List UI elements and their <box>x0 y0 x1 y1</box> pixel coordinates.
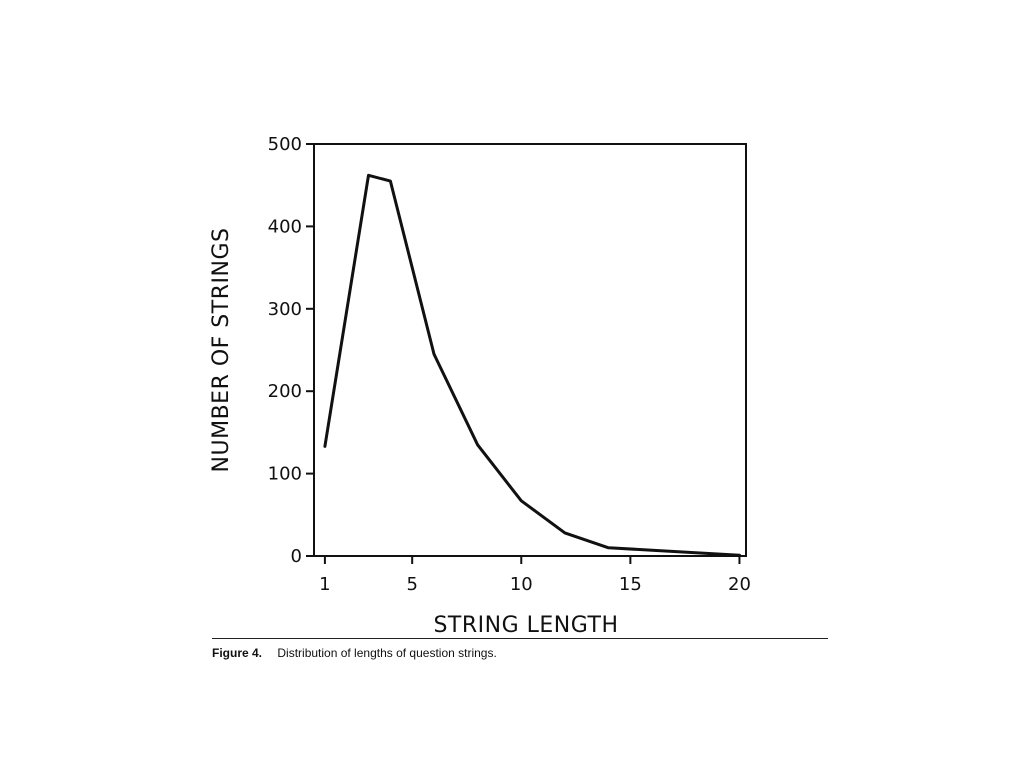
y-tick-label: 500 <box>268 134 302 155</box>
figure-caption-text: Distribution of lengths of question stri… <box>277 646 496 660</box>
series-line <box>325 175 740 555</box>
x-tick-label: 20 <box>728 574 751 595</box>
y-tick-label: 0 <box>291 546 302 567</box>
y-axis-title: NUMBER OF STRINGS <box>209 228 234 473</box>
x-tick-label: 1 <box>319 574 330 595</box>
y-tick-label: 400 <box>268 216 302 237</box>
y-tick-label: 200 <box>268 381 302 402</box>
x-tick-label: 15 <box>619 574 642 595</box>
plot-frame <box>314 144 746 556</box>
caption-divider <box>212 638 828 639</box>
x-axis-title: STRING LENGTH <box>433 613 618 638</box>
x-axis: 1 5 10 15 20 <box>319 556 751 595</box>
y-axis: 0 100 200 300 400 500 <box>268 134 314 567</box>
y-tick-label: 100 <box>268 464 302 485</box>
figure-caption: Figure 4. Distribution of lengths of que… <box>212 646 497 660</box>
x-tick-label: 10 <box>510 574 533 595</box>
figure-number: Figure 4. <box>212 646 262 660</box>
x-tick-label: 5 <box>406 574 417 595</box>
y-tick-label: 300 <box>268 299 302 320</box>
